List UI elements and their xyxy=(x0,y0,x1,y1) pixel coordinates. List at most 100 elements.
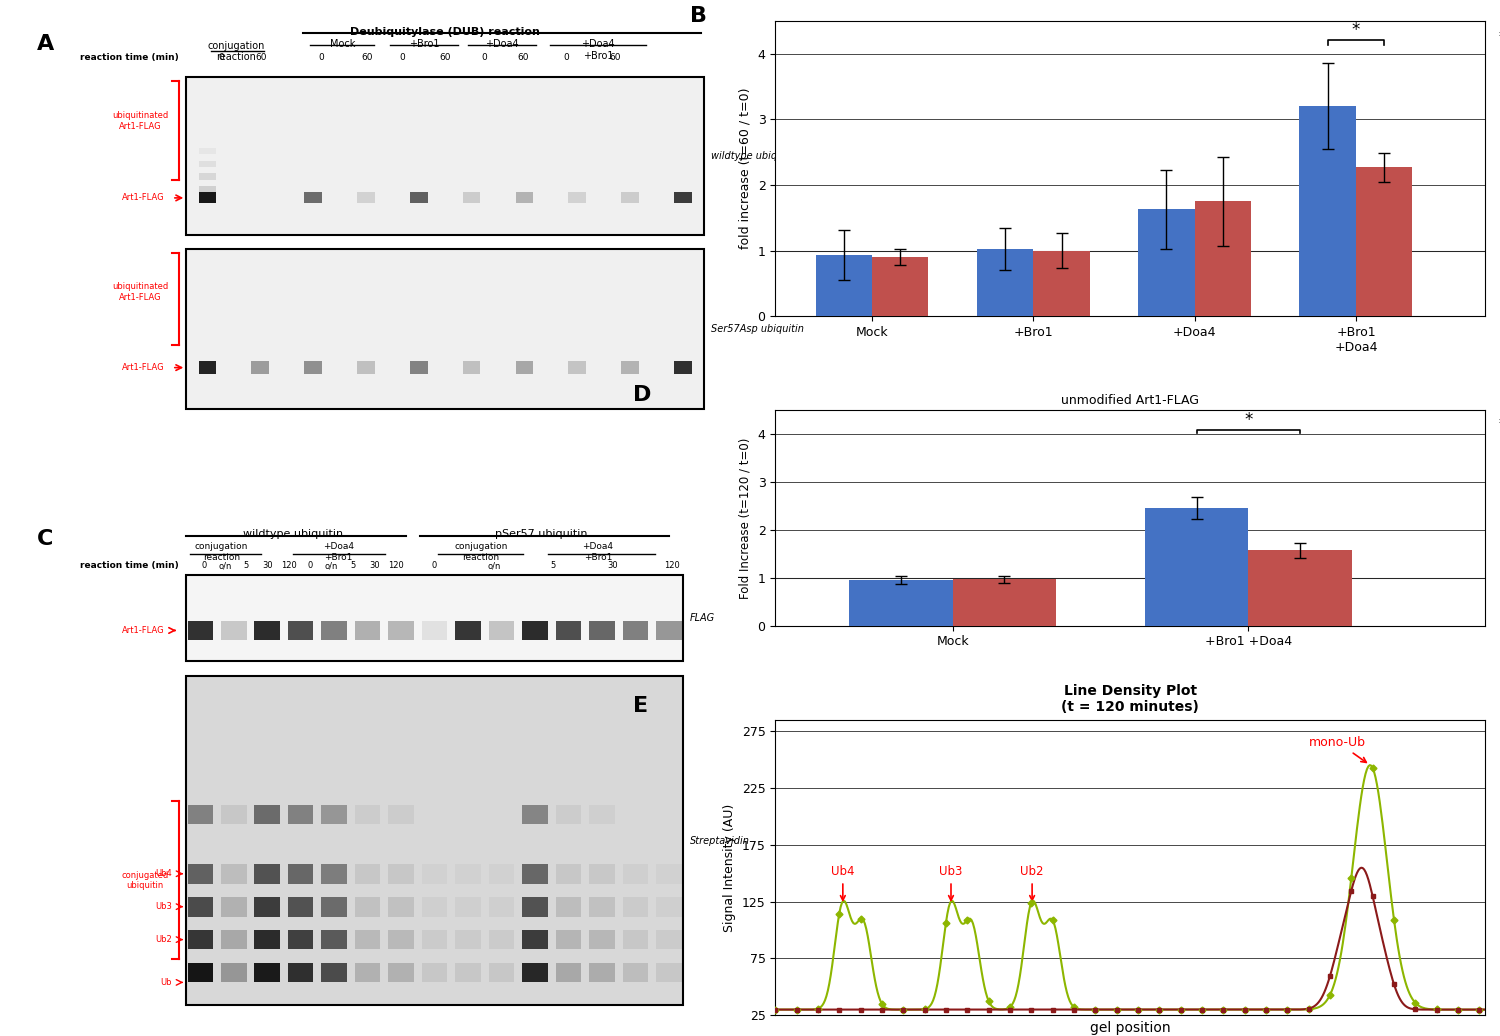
Text: D: D xyxy=(633,384,651,405)
Bar xyxy=(288,929,314,949)
Bar xyxy=(1194,201,1251,316)
Text: conjugated
ubiquitin: conjugated ubiquitin xyxy=(122,870,168,890)
Bar xyxy=(388,864,414,884)
Bar xyxy=(410,362,428,374)
Text: E: E xyxy=(633,696,648,716)
Bar xyxy=(555,805,580,825)
Bar xyxy=(489,864,514,884)
Bar xyxy=(188,621,213,640)
Text: conjugation
reaction: conjugation reaction xyxy=(195,543,249,562)
Text: +Doa4
+Bro1: +Doa4 +Bro1 xyxy=(582,543,614,562)
Bar xyxy=(976,250,1034,316)
Bar xyxy=(220,864,246,884)
Bar xyxy=(622,962,648,982)
Text: Ub3: Ub3 xyxy=(939,865,963,900)
Bar xyxy=(1144,509,1248,626)
Bar xyxy=(952,579,1056,626)
Text: 30: 30 xyxy=(369,562,380,570)
Bar xyxy=(288,621,314,640)
Bar xyxy=(321,897,346,917)
Bar xyxy=(555,621,580,640)
Bar xyxy=(198,148,216,154)
Text: 5: 5 xyxy=(244,562,249,570)
Bar xyxy=(357,362,375,374)
Bar xyxy=(186,575,682,661)
Bar xyxy=(356,962,381,982)
Text: ubiquitinated
Art1-FLAG: ubiquitinated Art1-FLAG xyxy=(112,111,168,131)
Text: o/n: o/n xyxy=(219,562,232,570)
Text: 5: 5 xyxy=(351,562,355,570)
Bar xyxy=(422,962,447,982)
Bar xyxy=(621,362,639,374)
Bar xyxy=(198,362,216,374)
Text: Art1-FLAG: Art1-FLAG xyxy=(122,363,165,372)
Text: o/n: o/n xyxy=(488,562,501,570)
Text: ubiquitinated
Art1-FLAG: ubiquitinated Art1-FLAG xyxy=(112,283,168,301)
Bar xyxy=(198,193,216,203)
Text: Ub2: Ub2 xyxy=(1020,865,1044,900)
Text: Ub2: Ub2 xyxy=(154,936,172,944)
Bar xyxy=(590,929,615,949)
Bar xyxy=(422,621,447,640)
Bar xyxy=(410,193,428,203)
Bar xyxy=(522,897,548,917)
Bar xyxy=(454,621,482,640)
Bar xyxy=(489,897,514,917)
Bar xyxy=(288,805,314,825)
Bar xyxy=(186,677,682,1006)
Bar xyxy=(198,173,216,179)
Bar xyxy=(220,897,246,917)
Bar xyxy=(198,186,216,193)
Bar xyxy=(186,249,705,409)
Text: 60: 60 xyxy=(255,53,267,62)
Bar xyxy=(357,193,375,203)
Text: Ub4: Ub4 xyxy=(154,869,172,879)
Bar xyxy=(220,962,246,982)
Bar xyxy=(1138,209,1194,316)
Bar xyxy=(321,864,346,884)
Bar xyxy=(522,864,548,884)
Bar xyxy=(321,962,346,982)
Y-axis label: fold increase (t=60 / t=0): fold increase (t=60 / t=0) xyxy=(740,88,752,250)
Text: Deubiquitylase (DUB) reaction: Deubiquitylase (DUB) reaction xyxy=(351,27,540,37)
Text: 0: 0 xyxy=(318,53,324,62)
Text: 0: 0 xyxy=(308,562,314,570)
Bar xyxy=(674,362,692,374)
Bar xyxy=(321,621,346,640)
Bar xyxy=(422,864,447,884)
Text: reaction time (min): reaction time (min) xyxy=(81,562,178,570)
Bar xyxy=(656,962,681,982)
Text: Art1-FLAG: Art1-FLAG xyxy=(122,626,165,635)
Bar xyxy=(388,621,414,640)
Bar xyxy=(555,929,580,949)
Bar xyxy=(522,805,548,825)
Text: wildtype ubiquitin: wildtype ubiquitin xyxy=(711,151,800,161)
Bar xyxy=(255,897,280,917)
Bar xyxy=(555,962,580,982)
Text: 30: 30 xyxy=(262,562,273,570)
Y-axis label: Signal Intensity (AU): Signal Intensity (AU) xyxy=(723,803,736,931)
Bar xyxy=(356,864,381,884)
Bar xyxy=(622,897,648,917)
Bar xyxy=(321,805,346,825)
Text: +Doa4: +Doa4 xyxy=(484,39,519,50)
Text: Ub4: Ub4 xyxy=(831,865,855,900)
Text: 30: 30 xyxy=(608,562,618,570)
Text: reaction time (min): reaction time (min) xyxy=(81,53,178,62)
Bar xyxy=(454,929,482,949)
Bar xyxy=(1034,251,1090,316)
Text: mono-Ub: mono-Ub xyxy=(1310,736,1366,762)
Bar xyxy=(188,962,213,982)
Bar xyxy=(656,864,681,884)
Title: unmodified Art1-FLAG: unmodified Art1-FLAG xyxy=(1060,394,1198,406)
Bar xyxy=(356,805,381,825)
Bar xyxy=(356,929,381,949)
Bar xyxy=(849,580,952,626)
Bar xyxy=(255,864,280,884)
Bar xyxy=(489,621,514,640)
Bar xyxy=(489,962,514,982)
Bar xyxy=(321,929,346,949)
Bar xyxy=(255,805,280,825)
Text: Ser57Asp ubiquitin: Ser57Asp ubiquitin xyxy=(711,324,804,334)
Text: 120: 120 xyxy=(280,562,297,570)
